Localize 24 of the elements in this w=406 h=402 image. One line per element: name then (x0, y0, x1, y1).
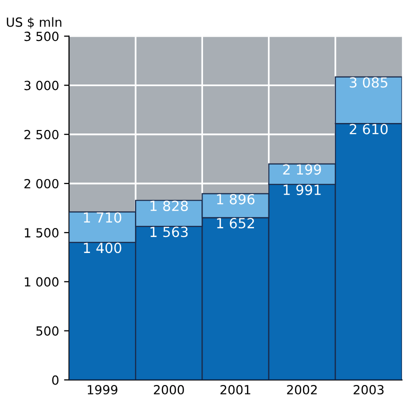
y-tick-label: 3 000 (24, 80, 58, 90)
x-tick-label: 1999 (88, 384, 118, 394)
total-label: 1 710 (84, 212, 122, 223)
data-label: 1 563 (150, 226, 188, 238)
y-tick-label: 1 000 (24, 277, 58, 287)
x-tick-label: 2001 (220, 384, 250, 394)
total-label: 2 199 (283, 164, 321, 175)
y-tick-label: 2 000 (24, 178, 58, 188)
y-tick-label: 0 (52, 375, 58, 385)
data-label: 1 400 (84, 242, 122, 254)
data-label: 2 610 (350, 124, 388, 134)
y-tick-label: 2 500 (24, 130, 58, 140)
total-label: 3 085 (350, 77, 388, 88)
total-label: 1 896 (217, 194, 254, 204)
y-tick-label: 3 500 (24, 32, 58, 42)
data-label: 1 652 (217, 218, 254, 228)
y-axis-title: US $ mln (6, 17, 62, 29)
data-label: 1 991 (284, 184, 321, 196)
x-tick-label: 2003 (354, 384, 384, 394)
x-tick-label: 2002 (287, 384, 317, 394)
y-tick-label: 500 (36, 326, 58, 336)
y-tick-label: 1 500 (24, 228, 58, 238)
x-tick-label: 2000 (154, 384, 184, 394)
total-label: 1 828 (150, 200, 188, 212)
